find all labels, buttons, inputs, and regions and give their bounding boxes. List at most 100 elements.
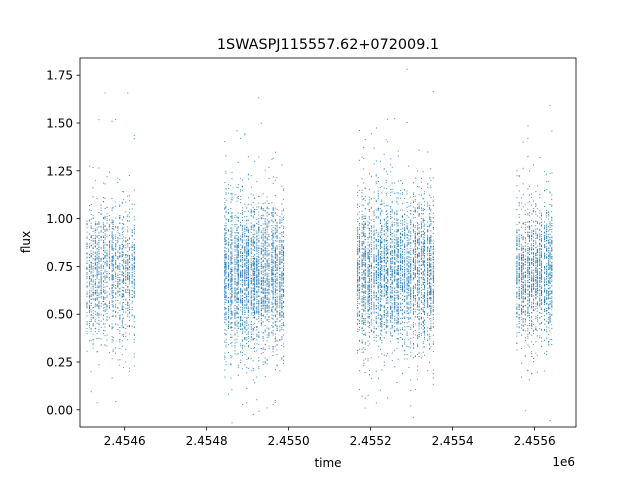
data-point bbox=[383, 364, 385, 366]
data-point bbox=[92, 289, 94, 291]
data-point bbox=[264, 362, 266, 364]
data-point bbox=[262, 193, 264, 195]
data-point bbox=[92, 266, 94, 268]
data-point bbox=[272, 334, 274, 336]
data-point bbox=[94, 255, 96, 257]
data-point bbox=[117, 242, 119, 244]
data-point bbox=[224, 295, 226, 297]
data-point bbox=[262, 245, 264, 247]
data-point bbox=[244, 235, 246, 237]
data-point bbox=[422, 282, 424, 284]
data-point bbox=[262, 283, 264, 285]
data-point bbox=[117, 226, 119, 228]
data-point bbox=[109, 248, 111, 250]
data-point bbox=[246, 288, 248, 290]
data-point bbox=[129, 261, 130, 263]
data-point bbox=[248, 296, 250, 298]
data-point bbox=[94, 266, 96, 268]
data-point bbox=[127, 214, 129, 216]
data-point bbox=[96, 247, 98, 249]
data-point bbox=[276, 330, 278, 332]
data-point bbox=[420, 284, 422, 286]
data-point bbox=[131, 325, 133, 327]
data-point bbox=[236, 229, 238, 231]
data-point bbox=[100, 297, 102, 299]
data-point bbox=[379, 323, 381, 325]
data-point bbox=[88, 308, 90, 310]
data-point bbox=[274, 282, 276, 284]
data-point bbox=[96, 262, 98, 264]
data-point bbox=[98, 294, 100, 296]
data-point bbox=[92, 187, 94, 189]
data-point bbox=[131, 315, 133, 317]
data-point bbox=[89, 205, 90, 207]
data-point bbox=[262, 348, 264, 350]
data-point bbox=[237, 364, 239, 366]
data-point bbox=[224, 341, 226, 343]
data-point bbox=[242, 332, 244, 334]
data-point bbox=[227, 229, 229, 231]
data-point bbox=[276, 286, 278, 288]
data-point bbox=[279, 246, 281, 248]
data-point bbox=[266, 304, 268, 306]
data-point bbox=[283, 268, 284, 270]
data-point bbox=[260, 325, 262, 327]
data-point bbox=[128, 311, 130, 313]
data-point bbox=[225, 193, 227, 195]
data-point bbox=[408, 280, 410, 282]
data-point bbox=[117, 240, 119, 242]
data-point bbox=[274, 316, 276, 318]
data-point bbox=[242, 339, 244, 341]
data-point bbox=[121, 289, 123, 291]
data-point bbox=[283, 280, 285, 282]
data-point bbox=[271, 225, 273, 227]
data-point bbox=[266, 272, 268, 274]
data-point bbox=[131, 308, 133, 310]
data-point bbox=[234, 242, 236, 244]
data-point bbox=[264, 263, 266, 265]
data-point bbox=[121, 228, 123, 230]
data-point bbox=[112, 281, 114, 283]
data-point bbox=[246, 317, 248, 319]
data-point bbox=[94, 256, 96, 258]
data-point bbox=[244, 252, 246, 254]
data-point bbox=[250, 266, 252, 268]
data-point bbox=[234, 237, 236, 239]
data-point bbox=[86, 262, 88, 264]
data-point bbox=[237, 250, 239, 252]
data-point bbox=[262, 314, 264, 316]
data-point bbox=[357, 247, 359, 249]
data-point bbox=[92, 294, 94, 296]
data-point bbox=[244, 307, 246, 309]
data-point bbox=[228, 300, 230, 302]
data-point bbox=[224, 285, 226, 287]
data-point bbox=[94, 331, 96, 333]
data-point bbox=[272, 311, 274, 313]
data-point bbox=[252, 272, 254, 274]
data-point bbox=[225, 244, 227, 246]
data-point bbox=[123, 290, 125, 292]
data-point bbox=[279, 320, 281, 322]
data-point bbox=[228, 230, 230, 231]
data-point bbox=[86, 333, 88, 335]
data-point bbox=[279, 239, 281, 241]
data-point bbox=[281, 296, 283, 298]
data-point bbox=[133, 233, 135, 235]
data-point bbox=[119, 218, 121, 220]
data-point bbox=[111, 260, 113, 262]
data-point bbox=[98, 328, 100, 330]
data-point bbox=[358, 297, 360, 299]
data-point bbox=[90, 250, 92, 252]
data-point bbox=[272, 157, 274, 159]
data-point bbox=[283, 277, 285, 279]
data-point bbox=[282, 269, 284, 271]
data-point bbox=[262, 338, 264, 340]
data-point bbox=[121, 255, 123, 257]
data-point bbox=[254, 284, 256, 286]
data-point bbox=[86, 350, 88, 352]
data-point bbox=[98, 303, 100, 305]
data-point bbox=[242, 258, 244, 260]
data-point bbox=[264, 235, 266, 237]
data-point bbox=[236, 240, 238, 242]
data-point bbox=[250, 210, 252, 212]
